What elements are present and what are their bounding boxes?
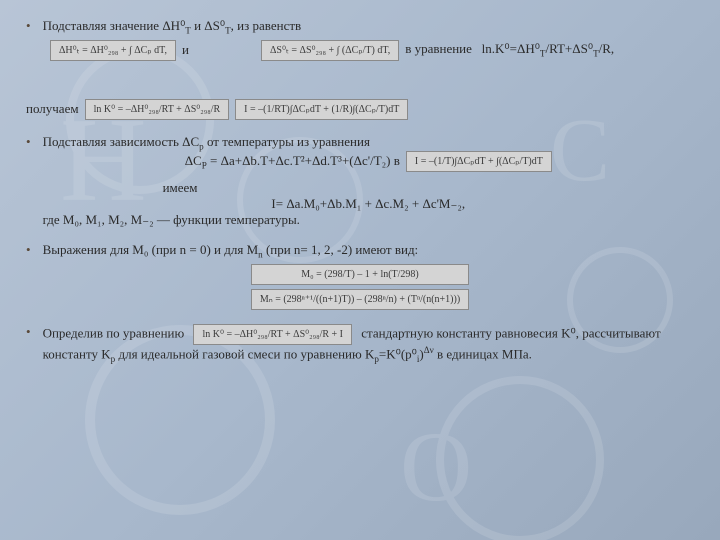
slide-content: • Подставляя значение ΔH⁰T и ΔS⁰T, из ра… (26, 18, 694, 364)
text: ΔCP = Δa+Δb.T+Δc.T²+Δd.T³+(Δc'/T₂) в (185, 153, 400, 171)
text: где M₀, M₁, M₂, M₋₂ — функции температур… (43, 212, 694, 228)
formula-deltaH: ΔH⁰ₜ = ΔH⁰₂₉₈ + ∫ ΔCₚ dT, (50, 40, 176, 61)
text: получаем (26, 101, 79, 117)
section-4: • Определив по уравнению ln K⁰ = –ΔH⁰₂₉₈… (26, 324, 694, 364)
bullet-4: • Определив по уравнению ln K⁰ = –ΔH⁰₂₉₈… (26, 324, 694, 364)
text: Подставляя зависимость ΔCp от температур… (43, 134, 694, 152)
text: в уравнение ln.K⁰=ΔH⁰T/RT+ΔS⁰T/R, (405, 41, 614, 59)
formula-deltaS: ΔS⁰ₜ = ΔS⁰₂₉₈ + ∫ (ΔCₚ/T) dT, (261, 40, 399, 61)
text: Определив по уравнению ln K⁰ = –ΔH⁰₂₉₈/R… (43, 324, 694, 364)
bullet-1: • Подставляя значение ΔH⁰T и ΔS⁰T, из ра… (26, 18, 694, 36)
section-2: • Подставляя зависимость ΔCp от температ… (26, 134, 694, 229)
formula-line-3: ΔCP = Δa+Δb.T+Δc.T²+Δd.T³+(Δc'/T₂) в I =… (43, 151, 694, 172)
formula-Mn: Mₙ = (298ⁿ⁺¹/((n+1)T)) – (298ⁿ/n) + (Tⁿ/… (251, 289, 469, 310)
formula-line-2: получаем ln K⁰ = –ΔH⁰₂₉₈/RT + ΔS⁰₂₉₈/R I… (26, 99, 694, 120)
text: I= Δa.M₀+Δb.M₁ + Δc.M₂ + Δc'M₋₂, (43, 196, 694, 212)
formula-lnK: ln K⁰ = –ΔH⁰₂₉₈/RT + ΔS⁰₂₉₈/R (85, 99, 230, 120)
bullet-2: • Подставляя зависимость ΔCp от температ… (26, 134, 694, 229)
svg-text:O: O (400, 411, 472, 522)
bullet-3: • Выражения для M₀ (при n = 0) и для Mn … (26, 242, 694, 260)
section-3: • Выражения для M₀ (при n = 0) и для Mn … (26, 242, 694, 310)
bullet-icon: • (26, 134, 31, 150)
text: и (182, 42, 189, 58)
formula-I2: I = –(1/T)∫ΔCₚdT + ∫(ΔCₚ/T)dT (406, 151, 552, 172)
text: Подставляя значение ΔH⁰ (43, 18, 186, 33)
formula-line-1: ΔH⁰ₜ = ΔH⁰₂₉₈ + ∫ ΔCₚ dT, и ΔS⁰ₜ = ΔS⁰₂₉… (50, 40, 694, 61)
formula-block-mn: M₀ = (298/T) – 1 + ln(T/298) Mₙ = (298ⁿ⁺… (26, 264, 694, 310)
bullet-icon: • (26, 18, 31, 34)
formula-M0: M₀ = (298/T) – 1 + ln(T/298) (251, 264, 469, 285)
bullet-icon: • (26, 324, 31, 340)
formula-final: ln K⁰ = –ΔH⁰₂₉₈/RT + ΔS⁰₂₉₈/R + I (193, 324, 352, 345)
bullet-icon: • (26, 242, 31, 258)
text: имеем (163, 180, 694, 196)
text: Выражения для M₀ (при n = 0) и для Mn (п… (43, 242, 419, 260)
section-1: • Подставляя значение ΔH⁰T и ΔS⁰T, из ра… (26, 18, 694, 120)
formula-I: I = –(1/RT)∫ΔCₚdT + (1/R)∫(ΔCₚ/T)dT (235, 99, 408, 120)
